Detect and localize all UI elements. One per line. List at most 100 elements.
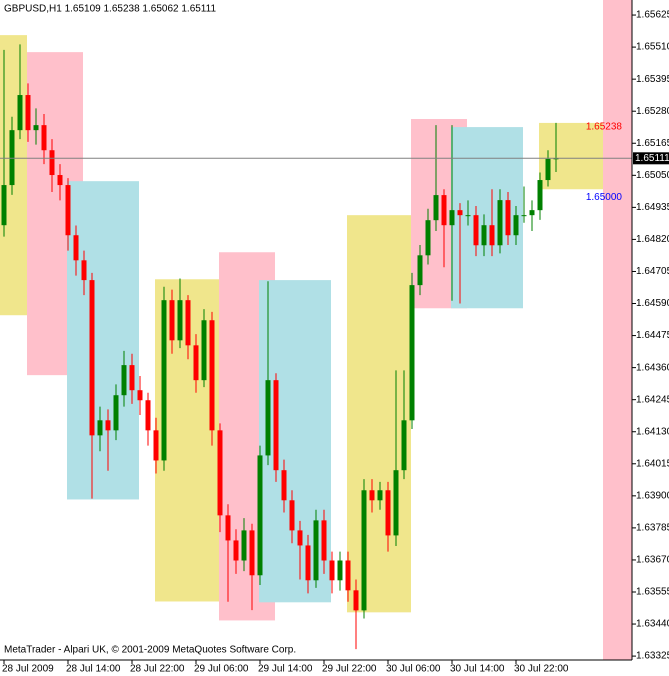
candle-body <box>321 520 327 561</box>
candle-body <box>529 210 535 216</box>
x-tick-label: 28 Jul 2009 <box>2 664 54 675</box>
candle-body <box>145 400 151 431</box>
x-tick-label: 29 Jul 22:00 <box>322 664 377 675</box>
session-box <box>347 215 411 613</box>
y-tick-label: 1.63785 <box>636 523 669 534</box>
candle-body <box>169 300 175 341</box>
candle-body <box>105 420 111 431</box>
y-tick-label: 1.63670 <box>636 555 669 566</box>
candle-body <box>473 215 479 246</box>
candle-body <box>457 210 463 216</box>
y-tick-label: 1.64935 <box>636 202 669 213</box>
candle-body <box>153 430 159 461</box>
box-low-label: 1.65000 <box>586 192 623 203</box>
candle-body <box>433 195 439 221</box>
candle-body <box>193 345 199 381</box>
x-tick-label: 29 Jul 14:00 <box>258 664 313 675</box>
session-box <box>259 280 331 603</box>
candle-body <box>329 560 335 581</box>
candle-body <box>137 390 143 401</box>
candle-body <box>97 420 103 436</box>
overlay: 1.65238 1.65000 <box>0 122 632 203</box>
candle-body <box>57 175 63 186</box>
candle-body <box>257 455 263 576</box>
y-tick-label: 1.65625 <box>636 10 669 21</box>
candle-body <box>281 470 287 501</box>
candle-body <box>521 215 527 217</box>
y-tick-label: 1.63325 <box>636 651 669 662</box>
candle-body <box>185 300 191 346</box>
y-tick-label: 1.64820 <box>636 234 669 245</box>
candle-body <box>1 185 7 226</box>
candle-body <box>545 158 551 181</box>
y-tick-label: 1.64015 <box>636 458 669 469</box>
candle-body <box>297 530 303 546</box>
y-tick-label: 1.65165 <box>636 138 669 149</box>
candle-body <box>49 150 55 176</box>
candle-body <box>409 285 415 421</box>
candle-body <box>241 530 247 561</box>
y-tick-label: 1.64475 <box>636 330 669 341</box>
candle-body <box>161 300 167 461</box>
candle-body <box>273 380 279 471</box>
candle-body <box>417 255 423 286</box>
candle-body <box>201 320 207 381</box>
candle-body <box>265 380 271 456</box>
candle-body <box>9 130 15 186</box>
x-tick-label: 29 Jul 06:00 <box>194 664 249 675</box>
y-tick-label: 1.64590 <box>636 298 669 309</box>
candle-body <box>481 225 487 246</box>
candle-body <box>113 395 119 431</box>
candle-body <box>489 225 495 246</box>
candle-body <box>441 195 447 226</box>
candle-body <box>505 200 511 236</box>
x-tick-label: 28 Jul 14:00 <box>66 664 121 675</box>
candle-body <box>337 560 343 581</box>
y-tick-label: 1.64360 <box>636 362 669 373</box>
box-high-label: 1.65238 <box>586 122 623 133</box>
candle-body <box>177 300 183 341</box>
candle-body <box>25 95 31 131</box>
x-tick-label: 30 Jul 22:00 <box>514 664 569 675</box>
session-box <box>67 181 139 500</box>
y-tick-label: 1.64705 <box>636 266 669 277</box>
candle-body <box>129 365 135 391</box>
candle-body <box>353 590 359 611</box>
y-tick-label: 1.64245 <box>636 394 669 405</box>
candle-body <box>233 540 239 561</box>
candle-body <box>345 560 351 591</box>
candle-body <box>89 280 95 436</box>
candle-body <box>33 125 39 131</box>
x-tick-label: 30 Jul 06:00 <box>386 664 441 675</box>
session-box <box>451 127 523 309</box>
candle-body <box>497 200 503 246</box>
candles <box>1 44 559 650</box>
y-tick-label: 1.65280 <box>636 106 669 117</box>
current-price-label: 1.65111 <box>635 153 669 164</box>
candle-body <box>81 260 87 281</box>
x-tick-label: 30 Jul 14:00 <box>450 664 505 675</box>
candle-body <box>385 490 391 536</box>
x-tick-label: 28 Jul 22:00 <box>130 664 185 675</box>
candle-body <box>225 515 231 541</box>
candle-body <box>249 530 255 576</box>
candle-body <box>289 500 295 531</box>
chart-title: GBPUSD,H1 1.65109 1.65238 1.65062 1.6511… <box>4 4 216 15</box>
candle-body <box>313 520 319 581</box>
candle-body <box>73 235 79 261</box>
y-tick-label: 1.63900 <box>636 490 669 501</box>
candle-body <box>305 545 311 581</box>
candle-body <box>17 95 23 131</box>
candle-body <box>513 215 519 236</box>
y-tick-label: 1.65395 <box>636 74 669 85</box>
candle-body <box>377 490 383 501</box>
candle-body <box>361 490 367 611</box>
y-tick-label: 1.63440 <box>636 619 669 630</box>
current-price-box <box>633 152 669 165</box>
candle-body <box>425 220 431 256</box>
candle-body <box>465 215 471 217</box>
candle-body <box>65 185 71 236</box>
candle-body <box>393 470 399 536</box>
